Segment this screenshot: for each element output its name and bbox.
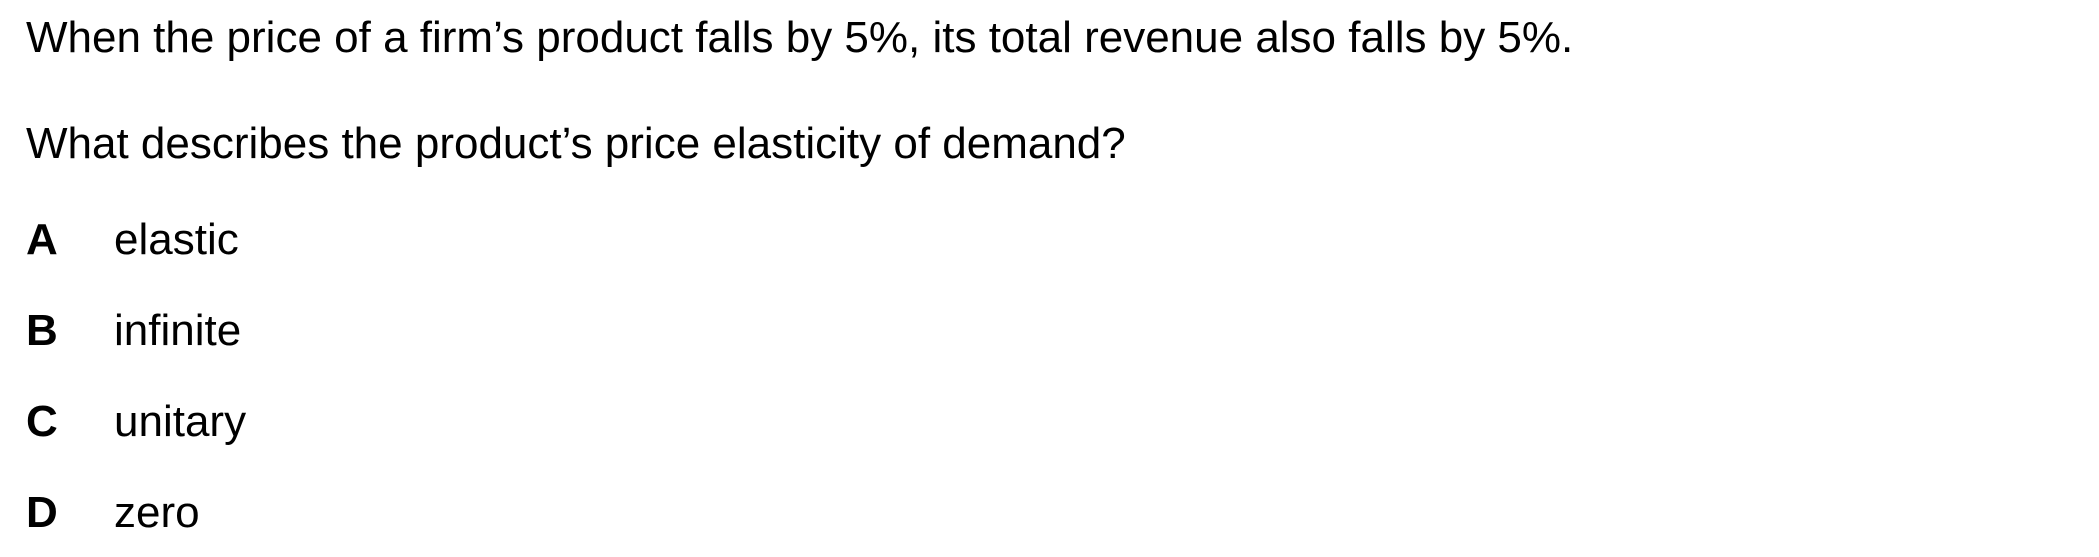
option-b: B infinite bbox=[26, 305, 2066, 357]
question-block: When the price of a firm’s product falls… bbox=[26, 12, 2066, 539]
option-d: D zero bbox=[26, 487, 2066, 539]
question-statement: When the price of a firm’s product falls… bbox=[26, 13, 1574, 62]
option-letter: D bbox=[26, 488, 58, 537]
question-prompt: What describes the product’s price elast… bbox=[26, 119, 1126, 168]
option-letter: A bbox=[26, 215, 58, 264]
option-a: A elastic bbox=[26, 214, 2066, 266]
option-text: infinite bbox=[114, 306, 242, 355]
option-text: elastic bbox=[114, 215, 239, 264]
option-c: C unitary bbox=[26, 396, 2066, 448]
answer-options: A elastic B infinite C unitary D zero bbox=[26, 214, 2066, 539]
option-letter: C bbox=[26, 397, 58, 446]
option-text: zero bbox=[114, 488, 200, 537]
option-letter: B bbox=[26, 306, 58, 355]
option-text: unitary bbox=[114, 397, 247, 446]
